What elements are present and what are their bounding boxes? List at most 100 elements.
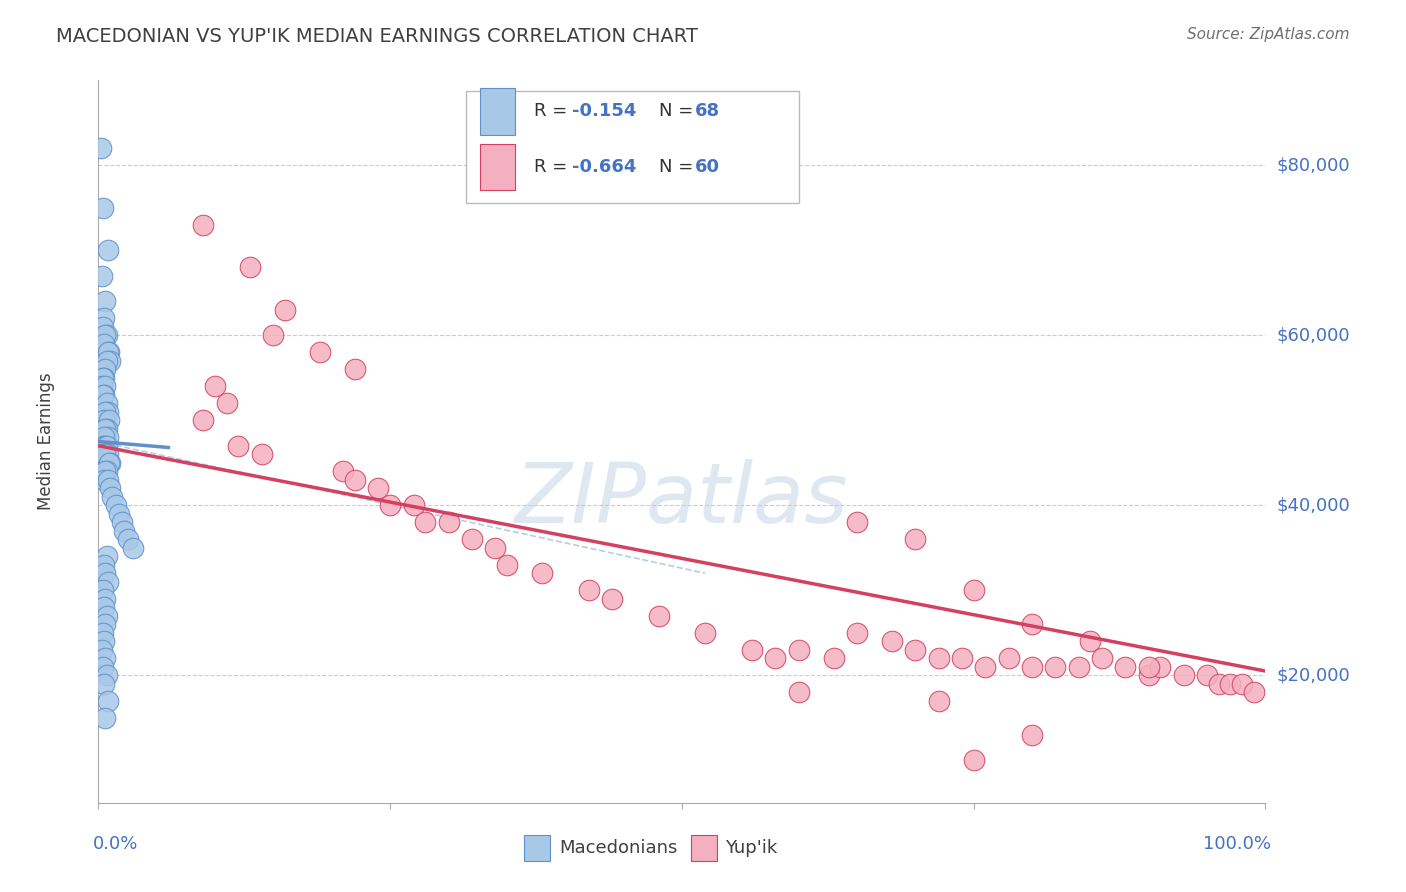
Text: N =: N = bbox=[658, 103, 699, 120]
Point bbox=[250, 447, 273, 461]
Point bbox=[1173, 668, 1195, 682]
Point bbox=[91, 371, 114, 385]
Point bbox=[1021, 617, 1043, 632]
Bar bbox=[479, 88, 515, 135]
Point bbox=[193, 218, 215, 232]
Point bbox=[1149, 660, 1171, 674]
Point bbox=[974, 660, 997, 674]
Text: $40,000: $40,000 bbox=[1277, 496, 1350, 515]
Point bbox=[93, 311, 115, 326]
Point bbox=[1195, 668, 1218, 682]
Point bbox=[111, 516, 134, 530]
Point bbox=[91, 583, 114, 598]
Point bbox=[274, 302, 297, 317]
Point bbox=[402, 498, 425, 512]
Point bbox=[93, 677, 115, 691]
Point bbox=[1230, 677, 1253, 691]
Point bbox=[93, 336, 115, 351]
Point bbox=[484, 541, 506, 555]
Point bbox=[94, 294, 117, 309]
Bar bbox=[524, 835, 550, 861]
Text: N =: N = bbox=[658, 158, 699, 176]
Text: $80,000: $80,000 bbox=[1277, 156, 1350, 174]
Point bbox=[97, 447, 120, 461]
Text: Median Earnings: Median Earnings bbox=[37, 373, 55, 510]
Text: $60,000: $60,000 bbox=[1277, 326, 1350, 344]
Point bbox=[122, 541, 145, 555]
Point bbox=[94, 422, 117, 436]
Text: -0.664: -0.664 bbox=[572, 158, 637, 176]
Text: 0.0%: 0.0% bbox=[93, 835, 138, 854]
Point bbox=[904, 642, 927, 657]
Point bbox=[1208, 677, 1230, 691]
Point bbox=[93, 634, 115, 648]
Point bbox=[1219, 677, 1241, 691]
Point bbox=[97, 405, 120, 419]
Point bbox=[1137, 668, 1160, 682]
Point bbox=[1021, 728, 1043, 742]
Point bbox=[117, 533, 139, 547]
Point bbox=[93, 371, 115, 385]
Point bbox=[262, 328, 284, 343]
Point bbox=[91, 625, 114, 640]
Point bbox=[91, 319, 114, 334]
Point bbox=[112, 524, 135, 538]
Point bbox=[94, 405, 117, 419]
Point bbox=[741, 642, 763, 657]
Text: R =: R = bbox=[534, 103, 572, 120]
Point bbox=[96, 464, 118, 478]
Point bbox=[93, 413, 115, 427]
Point bbox=[344, 362, 367, 376]
Point bbox=[496, 558, 519, 572]
Point bbox=[96, 353, 118, 368]
Point bbox=[997, 651, 1019, 665]
Text: 60: 60 bbox=[695, 158, 720, 176]
Point bbox=[215, 396, 238, 410]
Point bbox=[97, 694, 120, 708]
Point bbox=[93, 473, 115, 487]
Text: 68: 68 bbox=[695, 103, 720, 120]
Text: 100.0%: 100.0% bbox=[1204, 835, 1271, 854]
Point bbox=[96, 608, 118, 623]
Point bbox=[1137, 660, 1160, 674]
Point bbox=[880, 634, 903, 648]
Point bbox=[1080, 634, 1102, 648]
Point bbox=[108, 507, 131, 521]
Point bbox=[98, 353, 121, 368]
Point bbox=[94, 464, 117, 478]
Point bbox=[97, 430, 120, 444]
Point bbox=[413, 516, 436, 530]
Point bbox=[96, 396, 118, 410]
Point bbox=[344, 473, 367, 487]
Point bbox=[94, 651, 117, 665]
Point bbox=[104, 498, 127, 512]
Text: -0.154: -0.154 bbox=[572, 103, 637, 120]
Point bbox=[96, 668, 118, 682]
Point bbox=[846, 625, 869, 640]
Point bbox=[93, 388, 115, 402]
Point bbox=[91, 201, 114, 215]
Point bbox=[787, 685, 810, 699]
Point bbox=[93, 558, 115, 572]
Point bbox=[96, 439, 118, 453]
Point bbox=[97, 244, 120, 258]
Point bbox=[193, 413, 215, 427]
Point bbox=[101, 490, 124, 504]
Point bbox=[94, 447, 117, 461]
Point bbox=[94, 362, 117, 376]
Point bbox=[97, 456, 120, 470]
Point bbox=[1243, 685, 1265, 699]
Point bbox=[91, 660, 114, 674]
Point bbox=[1114, 660, 1136, 674]
Point bbox=[93, 430, 115, 444]
Point bbox=[578, 583, 600, 598]
Point bbox=[461, 533, 484, 547]
Text: R =: R = bbox=[534, 158, 572, 176]
Bar bbox=[692, 835, 717, 861]
Point bbox=[90, 379, 112, 393]
Point bbox=[90, 642, 112, 657]
Point bbox=[437, 516, 460, 530]
Point bbox=[846, 516, 869, 530]
Point bbox=[97, 413, 120, 427]
Text: $20,000: $20,000 bbox=[1277, 666, 1350, 684]
